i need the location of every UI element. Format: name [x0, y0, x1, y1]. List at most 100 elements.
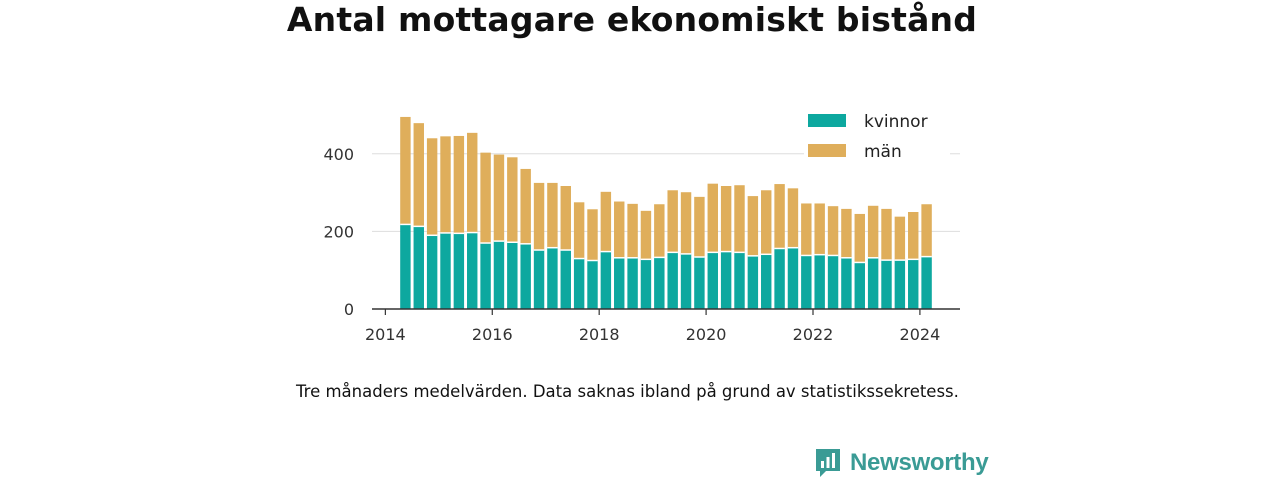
bar-kvinnor [587, 260, 598, 309]
legend-swatch-man [808, 144, 846, 157]
y-tick-label: 0 [344, 300, 354, 319]
bar-kvinnor [560, 250, 571, 309]
x-tick-label: 2020 [686, 325, 727, 344]
bar-man [573, 202, 585, 259]
bar-man [654, 204, 665, 258]
newsworthy-logo[interactable]: Newsworthy [814, 446, 989, 480]
bar-kvinnor [761, 254, 772, 309]
bar-kvinnor [627, 257, 638, 309]
bar-man [787, 188, 799, 248]
bar-man [921, 204, 932, 257]
bar-kvinnor [600, 251, 612, 309]
bar-man [627, 203, 638, 258]
bar-man [614, 201, 625, 258]
bar-man [734, 185, 745, 253]
bar-kvinnor [801, 255, 812, 309]
bar-kvinnor [908, 259, 919, 309]
bar-kvinnor [426, 235, 438, 309]
bar-kvinnor [467, 232, 478, 309]
bar-man [587, 209, 598, 261]
bar-man [801, 203, 812, 256]
bar-man [520, 168, 531, 244]
chart-caption: Tre månaders medelvärden. Data saknas ib… [296, 382, 959, 401]
bar-kvinnor [854, 262, 865, 309]
bar-kvinnor [774, 248, 785, 309]
bar-kvinnor [654, 257, 665, 309]
bar-man [560, 186, 571, 251]
bar-kvinnor [400, 224, 411, 309]
legend-swatch-kvinnor [808, 114, 846, 127]
bar-man [908, 212, 919, 260]
bar-kvinnor [520, 243, 531, 309]
bar-man [640, 210, 652, 260]
bar-kvinnor [493, 241, 505, 309]
bar-kvinnor [694, 257, 705, 309]
bar-kvinnor [440, 232, 451, 309]
bar-kvinnor [921, 256, 932, 309]
bar-man [841, 208, 852, 258]
bar-man [694, 196, 705, 258]
bar-kvinnor [814, 254, 825, 309]
bar-kvinnor [667, 252, 678, 309]
bar-man [507, 157, 518, 243]
bar-kvinnor [680, 253, 692, 309]
bar-man [493, 154, 505, 242]
bar-kvinnor [867, 257, 879, 309]
bar-kvinnor [827, 255, 839, 309]
bar-man [467, 132, 478, 233]
legend: kvinnor män [804, 104, 950, 168]
bar-man [814, 203, 825, 255]
bar-kvinnor [720, 251, 732, 309]
x-tick-label: 2022 [793, 325, 834, 344]
bar-man [774, 184, 785, 249]
bar-kvinnor [507, 242, 518, 309]
x-tick-label: 2018 [579, 325, 620, 344]
bar-kvinnor [480, 243, 491, 309]
bar-kvinnor [787, 247, 799, 309]
bar-man [667, 190, 678, 253]
bar-man [894, 216, 906, 261]
bar-kvinnor [734, 252, 745, 309]
bar-man [453, 135, 465, 234]
bar-man [680, 192, 692, 254]
bar-man [547, 182, 558, 248]
bars-layer [400, 116, 932, 309]
x-tick-label: 2016 [472, 325, 513, 344]
axes-layer: 0 200 400 2014 2016 2018 2020 2022 2024 [323, 145, 960, 344]
bar-kvinnor [747, 255, 759, 309]
y-tick-label: 200 [323, 222, 354, 241]
bar-man [867, 205, 879, 258]
bar-man [761, 190, 772, 255]
bar-man [707, 183, 718, 253]
bar-man [827, 206, 839, 256]
bar-kvinnor [640, 259, 652, 309]
bar-kvinnor [413, 226, 424, 309]
bar-kvinnor [894, 260, 906, 309]
legend-label-kvinnor: kvinnor [864, 112, 928, 132]
newsworthy-logo-icon [816, 449, 840, 477]
bar-man [600, 191, 612, 252]
bar-man [413, 123, 424, 227]
bar-man [426, 138, 438, 236]
bar-man [747, 196, 759, 256]
chart-title: Antal mottagare ekonomiskt bistånd [286, 0, 978, 39]
bar-man [440, 136, 451, 233]
bar-kvinnor [573, 258, 585, 309]
x-tick-label: 2024 [900, 325, 941, 344]
brand-name: Newsworthy [850, 449, 989, 476]
bar-kvinnor [881, 260, 892, 309]
bar-man [480, 152, 491, 244]
y-tick-label: 400 [323, 145, 354, 164]
legend-label-man: män [864, 142, 902, 162]
x-tick-label: 2014 [365, 325, 406, 344]
bar-kvinnor [707, 252, 718, 309]
bar-man [533, 182, 545, 251]
bar-kvinnor [533, 250, 545, 309]
bar-man [854, 213, 865, 263]
bar-kvinnor [547, 247, 558, 309]
bar-kvinnor [841, 257, 852, 309]
bar-kvinnor [453, 233, 465, 309]
bar-man [720, 186, 732, 252]
bar-kvinnor [614, 257, 625, 309]
